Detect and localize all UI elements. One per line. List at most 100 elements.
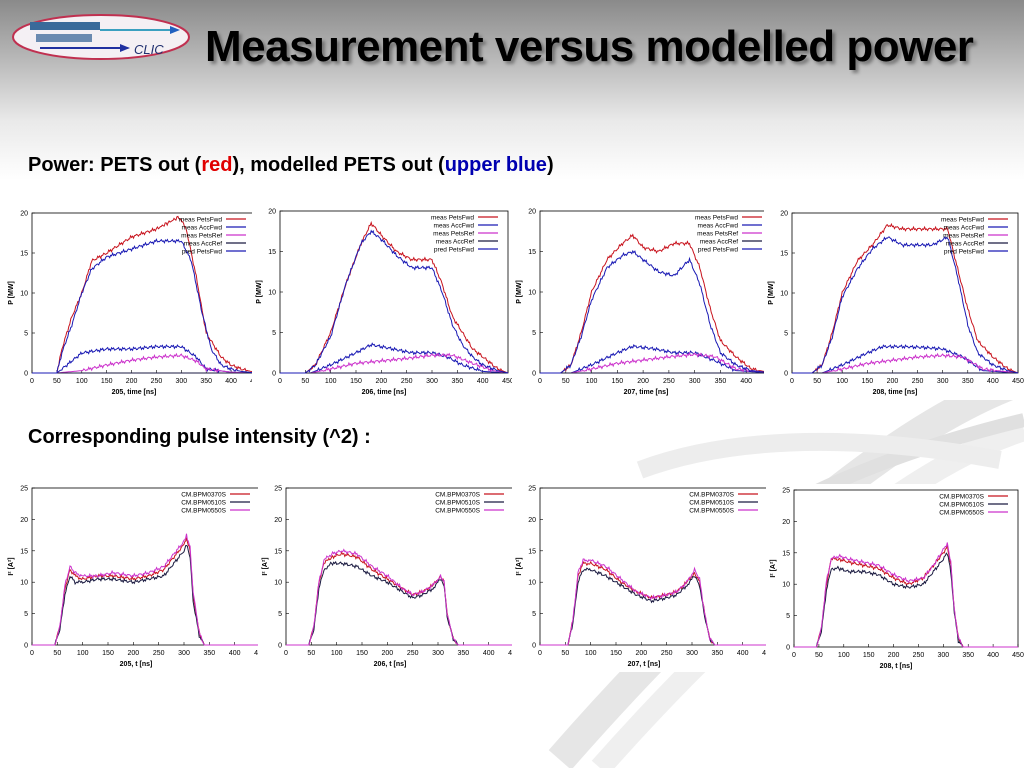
y-tick-label: 0	[272, 371, 276, 378]
x-tick-label: 400	[477, 378, 489, 385]
legend-label: pred PetsFwd	[434, 247, 474, 254]
x-axis-label: 205, t [ns]	[120, 661, 153, 668]
plot-frame	[285, 487, 515, 646]
legend-label: meas PetsFwd	[431, 215, 474, 222]
subtitle-red-word: red	[201, 154, 233, 176]
series-line	[32, 344, 256, 374]
series-line	[280, 229, 509, 374]
x-tick-label: 350	[711, 650, 723, 657]
y-tick-label: 5	[278, 611, 282, 618]
x-tick-label: 450	[1012, 652, 1024, 659]
y-tick-label: 5	[784, 331, 788, 338]
x-tick-label: 150	[610, 650, 622, 657]
legend-label: pred PetsFwd	[944, 249, 984, 256]
legend-label: CM.BPM0550S	[689, 508, 734, 515]
x-tick-label: 400	[483, 650, 495, 657]
legend-label: pred PetsFwd	[698, 247, 738, 254]
x-tick-label: 250	[913, 652, 925, 659]
plot-frame	[539, 487, 769, 646]
x-tick-label: 400	[987, 652, 999, 659]
x-tick-label: 50	[815, 652, 823, 659]
x-tick-label: 150	[101, 378, 113, 385]
legend-label: meas PetsFwd	[941, 217, 984, 224]
x-axis-label: 206, time [ns]	[362, 389, 407, 396]
y-tick-label: 10	[274, 580, 282, 587]
series-line	[32, 533, 260, 646]
y-tick-label: 20	[20, 211, 28, 218]
legend-label: meas PetsRef	[943, 233, 984, 240]
series-line	[286, 548, 514, 646]
intensity-plot-205-svg: 0501001502002503003504004500510152025205…	[8, 486, 266, 669]
y-tick-label: 15	[274, 548, 282, 555]
x-tick-label: 200	[887, 378, 899, 385]
legend-label: meas AccRef	[436, 239, 474, 246]
y-axis-label: I² [A²]	[516, 557, 523, 575]
x-tick-label: 300	[432, 650, 444, 657]
y-tick-label: 20	[780, 211, 788, 218]
x-tick-label: 250	[153, 650, 165, 657]
x-tick-label: 0	[792, 652, 796, 659]
x-tick-label: 150	[102, 650, 114, 657]
y-tick-label: 5	[272, 330, 276, 337]
y-tick-label: 10	[780, 291, 788, 298]
x-tick-label: 0	[284, 650, 288, 657]
series-line	[794, 542, 1018, 648]
x-tick-label: 400	[737, 650, 749, 657]
clic-logo: CLIC	[10, 12, 192, 62]
slide-title: Measurement versus modelled power	[205, 22, 974, 71]
legend-label: meas AccFwd	[434, 223, 475, 230]
plot-frame	[793, 489, 1019, 648]
x-tick-label: 100	[331, 650, 343, 657]
subtitle-blue-word: upper blue	[444, 154, 547, 176]
y-tick-label: 0	[786, 645, 790, 652]
y-tick-label: 20	[20, 517, 28, 524]
y-tick-label: 15	[528, 548, 536, 555]
x-axis-label: 208, t [ns]	[880, 663, 913, 670]
x-tick-label: 350	[962, 652, 974, 659]
x-tick-label: 300	[686, 650, 698, 657]
x-tick-label: 350	[962, 378, 974, 385]
x-tick-label: 300	[689, 378, 701, 385]
x-axis-label: 206, t [ns]	[374, 661, 407, 668]
plot-frame	[791, 212, 1019, 374]
x-axis-label: 207, time [ns]	[624, 389, 669, 396]
series-line	[540, 233, 773, 374]
y-tick-label: 15	[20, 251, 28, 258]
x-tick-label: 400	[229, 650, 241, 657]
legend-label: CM.BPM0370S	[939, 494, 984, 501]
power-plot-207: 05010015020025030035040045005101520207, …	[512, 205, 778, 400]
x-tick-label: 50	[561, 650, 569, 657]
y-tick-label: 0	[24, 371, 28, 378]
y-tick-label: 20	[528, 209, 536, 216]
power-plot-205-svg: 05010015020025030035040045005101520205, …	[8, 211, 262, 397]
legend-label: CM.BPM0550S	[435, 508, 480, 515]
x-tick-label: 100	[76, 378, 88, 385]
legend-label: meas AccRef	[946, 241, 984, 248]
x-tick-label: 100	[585, 650, 597, 657]
y-tick-label: 5	[24, 611, 28, 618]
y-tick-label: 15	[20, 548, 28, 555]
y-tick-label: 10	[528, 290, 536, 297]
legend-label: CM.BPM0510S	[689, 500, 734, 507]
x-tick-label: 400	[225, 378, 237, 385]
intensity-plot-207-svg: 0501001502002503003504004500510152025207…	[516, 486, 774, 669]
y-tick-label: 25	[274, 486, 282, 493]
y-tick-label: 0	[784, 371, 788, 378]
x-tick-label: 350	[451, 378, 463, 385]
y-axis-label: I² [A²]	[262, 557, 269, 575]
x-tick-label: 250	[407, 650, 419, 657]
legend-label: meas PetsFwd	[695, 215, 738, 222]
x-tick-label: 250	[663, 378, 675, 385]
logo-text: CLIC	[134, 42, 164, 57]
y-axis-label: P [MW]	[256, 280, 263, 304]
x-tick-label: 250	[912, 378, 924, 385]
x-tick-label: 100	[325, 378, 337, 385]
y-tick-label: 0	[278, 643, 282, 650]
legend-label: CM.BPM0550S	[939, 510, 984, 517]
series-line	[540, 558, 768, 646]
power-plot-205: 05010015020025030035040045005101520205, …	[4, 207, 262, 400]
y-tick-label: 15	[782, 550, 790, 557]
x-tick-label: 50	[813, 378, 821, 385]
y-axis-label: P [MW]	[768, 281, 775, 305]
series-line	[32, 352, 256, 374]
